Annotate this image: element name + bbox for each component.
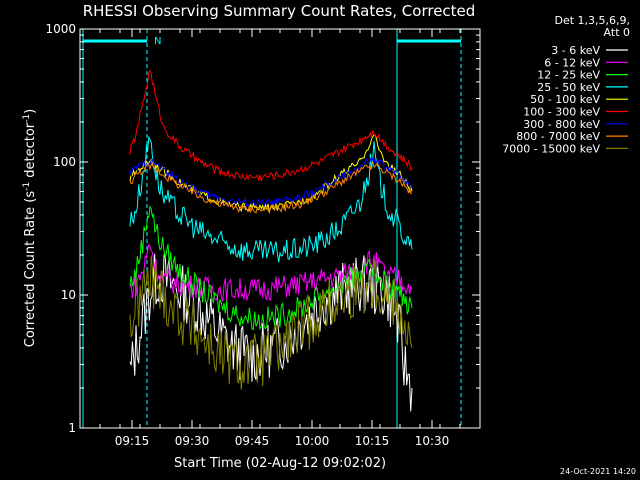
y-axis-label-main: Corrected Count Rate (s bbox=[23, 191, 38, 348]
x-tick-label: 09:15 bbox=[115, 434, 150, 448]
y-axis-label-sup2: -1 bbox=[22, 114, 32, 123]
observing-flags: N bbox=[83, 36, 461, 47]
legend-label: 50 - 100 keV bbox=[530, 93, 600, 106]
legend-header-line1: Det 1,3,5,6,9, bbox=[554, 14, 630, 27]
series-line bbox=[129, 157, 413, 208]
series-line bbox=[129, 161, 413, 215]
time-markers bbox=[82, 29, 462, 428]
legend-header-line2: Att 0 bbox=[604, 26, 630, 39]
legend-label: 3 - 6 keV bbox=[551, 44, 600, 57]
y-tick-label: 10 bbox=[61, 288, 76, 302]
legend-label: 25 - 50 keV bbox=[537, 81, 600, 94]
legend-label: 6 - 12 keV bbox=[544, 56, 600, 69]
legend-label: 800 - 7000 keV bbox=[516, 130, 600, 143]
y-tick-label: 100 bbox=[53, 155, 76, 169]
chart-title: RHESSI Observing Summary Count Rates, Co… bbox=[83, 2, 476, 20]
x-axis-label: Start Time (02-Aug-12 09:02:02) bbox=[174, 456, 386, 471]
timestamp: 24-Oct-2021 14:20 bbox=[560, 467, 636, 476]
x-tick-label: 09:45 bbox=[235, 434, 270, 448]
x-tick-label: 09:30 bbox=[175, 434, 210, 448]
legend-label: 7000 - 15000 keV bbox=[502, 142, 600, 155]
series-line bbox=[129, 135, 413, 263]
legend-label: 300 - 800 keV bbox=[523, 118, 600, 131]
legend-label: 100 - 300 keV bbox=[523, 106, 600, 119]
series-line bbox=[129, 255, 413, 390]
y-axis-label-mid: detector bbox=[23, 122, 38, 182]
flag-label: N bbox=[154, 36, 161, 47]
series-line bbox=[129, 69, 413, 182]
legend-label: 12 - 25 keV bbox=[537, 69, 600, 82]
y-axis-label: Corrected Count Rate (s-1 detector-1) bbox=[22, 109, 38, 347]
x-tick-label: 10:30 bbox=[415, 434, 450, 448]
x-tick-label: 10:15 bbox=[355, 434, 390, 448]
axes-layer: 1 10 100 1000 09:15 09:30 09:45 10:00 10:15 10:30 bbox=[45, 22, 481, 448]
x-tick-label: 10:00 bbox=[295, 434, 330, 448]
y-tick-label: 1000 bbox=[45, 22, 76, 36]
series-layer bbox=[129, 69, 413, 412]
y-tick-label: 1 bbox=[68, 421, 76, 435]
y-axis-label-sup1: -1 bbox=[22, 182, 32, 191]
series-line bbox=[129, 205, 413, 331]
series-line bbox=[129, 243, 413, 302]
y-axis-label-end: ) bbox=[23, 109, 38, 114]
